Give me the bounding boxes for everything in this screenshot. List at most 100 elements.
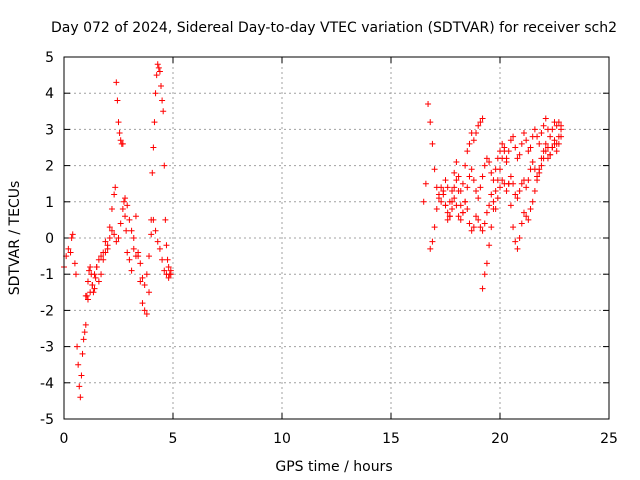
- data-point: [115, 235, 122, 241]
- data-point: [479, 115, 486, 122]
- data-point: [488, 169, 495, 176]
- data-point: [135, 249, 142, 256]
- data-point: [514, 245, 521, 252]
- data-point: [531, 187, 538, 194]
- data-point: [124, 202, 131, 209]
- data-point: [459, 180, 466, 187]
- data-point: [113, 238, 120, 245]
- data-point: [455, 173, 462, 180]
- data-point: [549, 126, 556, 133]
- data-point: [130, 245, 137, 252]
- y-tick-label: 5: [45, 50, 54, 66]
- data-point: [112, 184, 119, 191]
- data-point: [149, 169, 156, 176]
- data-point: [91, 271, 98, 278]
- data-point: [547, 151, 554, 158]
- data-point: [438, 198, 445, 205]
- data-point: [422, 180, 429, 187]
- data-point: [536, 140, 543, 147]
- data-point: [152, 90, 159, 97]
- data-point: [494, 177, 501, 184]
- data-point: [455, 187, 462, 194]
- data-point: [86, 267, 93, 274]
- data-point: [106, 235, 113, 241]
- data-point: [542, 140, 549, 147]
- data-point: [164, 256, 171, 263]
- data-point: [464, 206, 471, 213]
- data-point: [156, 68, 163, 75]
- data-point: [148, 231, 155, 238]
- data-point: [158, 82, 165, 89]
- data-point: [503, 187, 510, 194]
- data-point: [139, 274, 146, 281]
- data-point: [518, 180, 525, 187]
- data-point: [501, 148, 508, 155]
- y-tick-label: -2: [40, 303, 54, 319]
- x-tick-label: 5: [169, 431, 178, 447]
- data-point: [160, 108, 167, 115]
- grid: [64, 57, 609, 419]
- data-point: [165, 274, 172, 281]
- data-point: [451, 169, 458, 176]
- data-point: [72, 271, 79, 278]
- data-point: [442, 177, 449, 184]
- data-point: [551, 137, 558, 144]
- data-point: [84, 296, 91, 303]
- y-tick-label: -3: [40, 340, 54, 356]
- data-point: [538, 155, 545, 162]
- y-tick-label: 4: [45, 86, 54, 102]
- data-point: [462, 198, 469, 205]
- data-point: [453, 202, 460, 209]
- data-point: [141, 282, 148, 289]
- data-point: [488, 224, 495, 231]
- data-point: [512, 191, 519, 198]
- data-point: [510, 133, 517, 140]
- data-point: [529, 198, 536, 205]
- chart-title: Day 072 of 2024, Sidereal Day-to-day VTE…: [51, 20, 617, 36]
- data-point: [442, 202, 449, 209]
- data-point: [143, 271, 150, 278]
- data-point: [544, 155, 551, 162]
- data-point: [84, 278, 91, 285]
- data-point: [457, 216, 464, 223]
- data-point: [156, 245, 163, 252]
- data-point: [525, 148, 532, 155]
- data-point: [137, 260, 144, 267]
- data-point: [155, 64, 162, 71]
- x-tick-label: 0: [60, 431, 69, 447]
- data-point: [529, 158, 536, 165]
- data-point: [150, 144, 157, 151]
- data-point: [534, 133, 541, 140]
- y-axis-label: SDTVAR / TECUs: [7, 181, 23, 296]
- data-point: [523, 213, 530, 220]
- data-point: [490, 198, 497, 205]
- data-point: [425, 101, 432, 108]
- data-point: [516, 235, 523, 241]
- data-point: [431, 166, 438, 173]
- x-tick-label: 25: [600, 431, 618, 447]
- y-tick-label: 1: [45, 195, 54, 211]
- data-point: [536, 166, 543, 173]
- y-tick-label: 2: [45, 159, 54, 175]
- data-point: [98, 253, 105, 260]
- data-point: [518, 140, 525, 147]
- data-points: [61, 61, 565, 401]
- data-point: [111, 231, 118, 238]
- data-point: [161, 267, 168, 274]
- data-point: [527, 206, 534, 213]
- data-point: [93, 263, 100, 270]
- data-point: [102, 238, 109, 245]
- data-point: [80, 336, 87, 343]
- data-point: [98, 271, 105, 278]
- data-point: [82, 292, 89, 299]
- data-point: [525, 216, 532, 223]
- data-point: [431, 224, 438, 231]
- data-point: [162, 216, 169, 223]
- data-point: [106, 224, 113, 231]
- data-point: [540, 122, 547, 129]
- data-point: [553, 148, 560, 155]
- data-point: [479, 227, 486, 234]
- data-point: [126, 216, 133, 223]
- data-point: [87, 289, 94, 296]
